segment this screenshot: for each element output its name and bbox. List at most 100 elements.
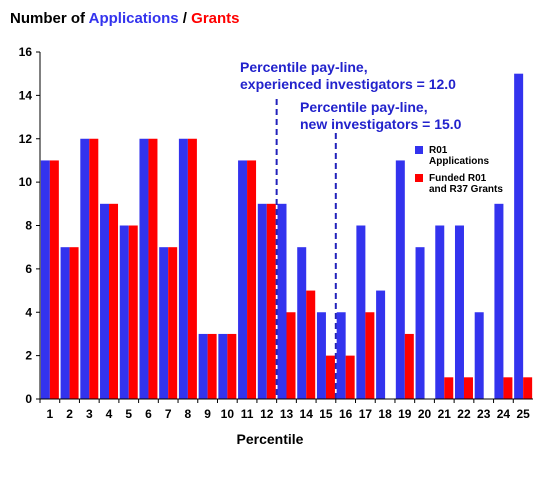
- legend: R01 Applications Funded R01 and R37 Gran…: [415, 145, 503, 195]
- y-tick-label: 8: [25, 219, 32, 233]
- bar-grants: [345, 355, 355, 399]
- y-tick-label: 14: [19, 88, 33, 102]
- bar-grants: [168, 247, 178, 399]
- y-tick-label: 4: [25, 305, 32, 319]
- bar-applications: [277, 203, 287, 399]
- x-tick-label: 16: [339, 407, 353, 421]
- bar-applications: [454, 225, 464, 399]
- x-tick-label: 10: [221, 407, 235, 421]
- x-tick-label: 1: [47, 407, 54, 421]
- bar-grants: [227, 333, 237, 399]
- bar-applications: [100, 203, 110, 399]
- x-tick-label: 8: [185, 407, 192, 421]
- chart-title-separator: /: [178, 10, 192, 27]
- y-tick-label: 2: [25, 349, 32, 363]
- x-tick-label: 4: [106, 407, 113, 421]
- x-tick-label: 18: [378, 407, 392, 421]
- bar-applications: [159, 247, 169, 399]
- bar-applications: [40, 160, 50, 399]
- bar-applications: [178, 138, 188, 399]
- y-tick-label: 10: [19, 175, 33, 189]
- payline-new-label-line2: new investigators = 15.0: [300, 116, 462, 132]
- legend-grants-line1: Funded R01: [429, 173, 487, 184]
- x-tick-label: 2: [66, 407, 73, 421]
- x-tick-label: 19: [398, 407, 412, 421]
- x-tick-label: 21: [438, 407, 452, 421]
- x-tick-label: 5: [125, 407, 132, 421]
- x-tick-label: 13: [280, 407, 294, 421]
- legend-swatch-applications: [415, 146, 423, 154]
- bar-applications: [435, 225, 445, 399]
- x-tick-label: 17: [359, 407, 373, 421]
- bar-grants: [503, 377, 513, 399]
- y-tick-label: 6: [25, 262, 32, 276]
- chart-title-grants: Grants: [191, 10, 240, 27]
- y-tick-label: 16: [19, 45, 33, 59]
- bar-grants: [463, 377, 473, 399]
- x-tick-label: 25: [516, 407, 530, 421]
- x-tick-label: 11: [241, 407, 254, 421]
- bar-grants: [207, 333, 217, 399]
- bar-applications: [60, 247, 70, 399]
- chart-title-prefix: Number of: [10, 10, 89, 27]
- chart-title: Number of Applications / Grants: [10, 10, 240, 27]
- bar-applications: [297, 247, 307, 399]
- x-tick-label: 12: [260, 407, 274, 421]
- bar-applications: [80, 138, 90, 399]
- x-tick-label: 6: [145, 407, 152, 421]
- bar-grants: [286, 312, 296, 399]
- bar-grants: [187, 138, 197, 399]
- bar-grants: [69, 247, 79, 399]
- bar-applications: [139, 138, 149, 399]
- x-tick-label: 7: [165, 407, 172, 421]
- x-axis-label: Percentile: [237, 431, 304, 447]
- y-tick-label: 12: [19, 132, 33, 146]
- bar-applications: [336, 312, 346, 399]
- x-tick-label: 3: [86, 407, 93, 421]
- bar-grants: [49, 160, 59, 399]
- bar-grants: [128, 225, 138, 399]
- payline-new-label-line1: Percentile pay-line,: [300, 99, 428, 115]
- bar-applications: [198, 333, 208, 399]
- bar-applications: [316, 312, 326, 399]
- bar-applications: [119, 225, 129, 399]
- legend-applications-line2: Applications: [429, 156, 489, 167]
- bar-grants: [89, 138, 99, 399]
- bar-grants: [444, 377, 454, 399]
- bar-grants: [325, 355, 335, 399]
- bar-applications: [356, 225, 366, 399]
- chart-title-applications: Applications: [88, 10, 179, 27]
- bar-grants: [306, 290, 316, 399]
- x-tick-label: 20: [418, 407, 432, 421]
- x-tick-label: 22: [457, 407, 471, 421]
- bar-applications: [218, 333, 228, 399]
- paylines-group: [275, 99, 337, 399]
- bar-grants: [266, 203, 276, 399]
- bar-grants: [523, 377, 533, 399]
- legend-grants-line2: and R37 Grants: [429, 184, 503, 195]
- bar-applications: [395, 160, 405, 399]
- x-tick-label: 9: [204, 407, 211, 421]
- x-tick-label: 23: [477, 407, 491, 421]
- bar-applications: [238, 160, 248, 399]
- bar-grants: [404, 333, 414, 399]
- bar-grants: [109, 203, 119, 399]
- bar-grants: [247, 160, 257, 399]
- x-tick-label: 15: [319, 407, 333, 421]
- bars-group: [40, 73, 533, 399]
- bar-applications: [494, 203, 504, 399]
- x-tick-label: 14: [300, 407, 314, 421]
- bar-applications: [257, 203, 267, 399]
- legend-swatch-grants: [415, 174, 423, 182]
- bar-applications: [474, 312, 484, 399]
- y-tick-label: 0: [25, 392, 32, 406]
- bar-applications: [376, 290, 386, 399]
- payline-experienced-label-line2: experienced investigators = 12.0: [240, 76, 456, 92]
- bar-applications: [514, 73, 524, 399]
- payline-experienced-label-line1: Percentile pay-line,: [240, 59, 368, 75]
- bar-grants: [148, 138, 158, 399]
- bar-applications: [415, 247, 425, 399]
- x-tick-label: 24: [497, 407, 511, 421]
